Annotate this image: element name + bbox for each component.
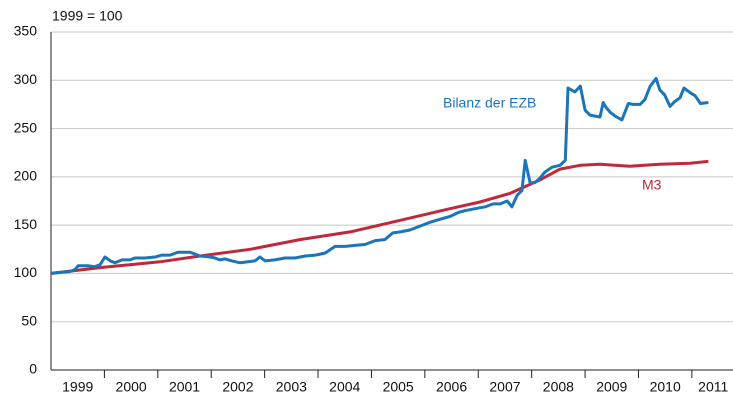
- y-tick-label: 0: [29, 361, 37, 377]
- series-line: [50, 76, 709, 275]
- y-tick-label: 150: [14, 216, 38, 232]
- x-tick-label: 2001: [169, 379, 200, 395]
- series-label: M3: [642, 177, 662, 193]
- x-tick-label: 2005: [383, 379, 414, 395]
- x-tick-label: 2007: [489, 379, 520, 395]
- subtitle: 1999 = 100: [52, 8, 123, 24]
- y-tick-label: 200: [14, 168, 38, 184]
- x-tick-label: 2010: [650, 379, 681, 395]
- y-tick-label: 250: [14, 119, 38, 135]
- series-line: [50, 159, 709, 275]
- x-tick-label: 2002: [222, 379, 253, 395]
- x-tick-label: 2008: [543, 379, 574, 395]
- x-tick-label: 2000: [116, 379, 147, 395]
- y-tick-label: 100: [14, 264, 38, 280]
- x-tick-label: 2011: [698, 379, 728, 395]
- y-tick-label: 350: [14, 23, 38, 39]
- x-tick-label: 2004: [329, 379, 360, 395]
- y-tick-label: 300: [14, 71, 38, 87]
- x-tick-label: 2009: [596, 379, 627, 395]
- x-tick-label: 1999: [62, 379, 93, 395]
- x-tick-label: 2006: [436, 379, 467, 395]
- plot: 0 50 100 150 200 250 300 350 1999 2000 2001 2002 200…: [14, 23, 733, 395]
- series-label: Bilanz der EZB: [443, 95, 536, 111]
- x-tick-label: 2003: [276, 379, 307, 395]
- y-tick-label: 50: [21, 312, 37, 328]
